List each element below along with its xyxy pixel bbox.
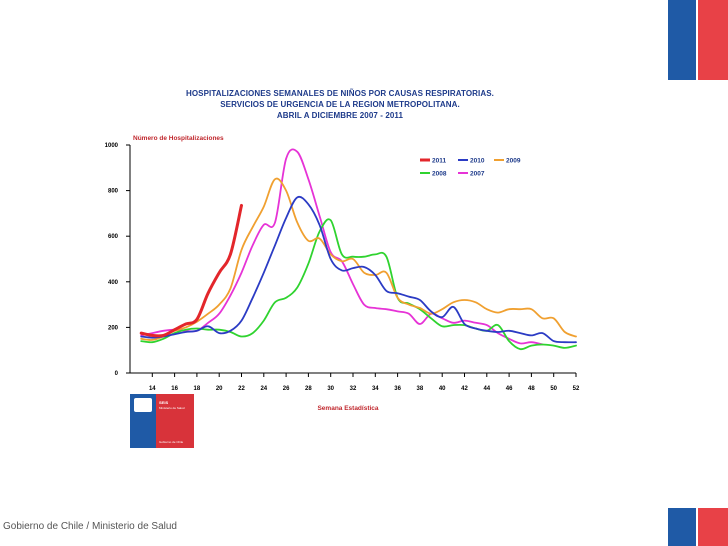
logo-line-1: SEIS (159, 400, 169, 405)
title-line-3: ABRIL A DICIEMBRE 2007 - 2011 (276, 111, 404, 120)
y-tick-label: 1000 (105, 143, 119, 149)
x-tick-label: 52 (573, 386, 580, 392)
legend-label-2009: 2009 (506, 158, 521, 165)
x-tick-label: 32 (350, 386, 357, 392)
x-tick-label: 40 (439, 386, 446, 392)
x-tick-label: 20 (216, 386, 223, 392)
x-axis-title: Semana Estadística (317, 405, 378, 412)
x-tick-label: 22 (238, 386, 245, 392)
series-line-2008 (140, 218, 577, 351)
x-tick-label: 14 (149, 386, 156, 392)
x-tick-label: 16 (171, 386, 178, 392)
x-tick-label: 18 (194, 386, 201, 392)
footer-text: Gobierno de Chile / Ministerio de Salud (3, 521, 177, 532)
legend-label-2010: 2010 (470, 158, 485, 165)
chart-title: HOSPITALIZACIONES SEMANALES DE NIÑOS POR… (120, 88, 560, 121)
series-line-2007 (140, 148, 544, 346)
x-tick-label: 26 (283, 386, 290, 392)
logo-line-3: Gobierno de Chile (159, 440, 184, 444)
legend-label-2007: 2007 (470, 171, 485, 178)
x-tick-label: 28 (305, 386, 312, 392)
logo-line-2: Ministerio de Salud (159, 406, 185, 410)
title-line-2: SERVICIOS DE URGENCIA DE LA REGION METRO… (220, 100, 460, 109)
y-axis-title: Número de Hospitalizaciones (133, 135, 224, 142)
y-tick-label: 800 (108, 189, 119, 195)
y-tick-label: 0 (115, 371, 119, 377)
y-tick-label: 200 (108, 325, 119, 331)
legend-label-2011: 2011 (432, 158, 446, 165)
flag-decoration-top (668, 0, 728, 80)
y-tick-label: 600 (108, 234, 119, 240)
series-line-2010 (140, 195, 577, 344)
flag-decoration-bottom (668, 508, 728, 546)
x-tick-label: 36 (394, 386, 401, 392)
ministry-logo: SEIS Ministerio de Salud Gobierno de Chi… (130, 394, 194, 448)
x-tick-label: 38 (417, 386, 424, 392)
x-tick-label: 30 (327, 386, 334, 392)
crest-icon (134, 398, 152, 412)
x-tick-label: 46 (506, 386, 513, 392)
series-line-2011 (139, 203, 243, 338)
x-tick-label: 34 (372, 386, 379, 392)
legend-label-2008: 2008 (432, 171, 447, 178)
title-line-1: HOSPITALIZACIONES SEMANALES DE NIÑOS POR… (185, 89, 494, 98)
series-line-2009 (140, 177, 577, 341)
x-tick-label: 42 (461, 386, 468, 392)
x-tick-label: 50 (550, 386, 557, 392)
y-tick-label: 400 (108, 280, 119, 286)
x-tick-label: 44 (483, 386, 490, 392)
x-tick-label: 48 (528, 386, 535, 392)
x-tick-label: 24 (260, 386, 267, 392)
